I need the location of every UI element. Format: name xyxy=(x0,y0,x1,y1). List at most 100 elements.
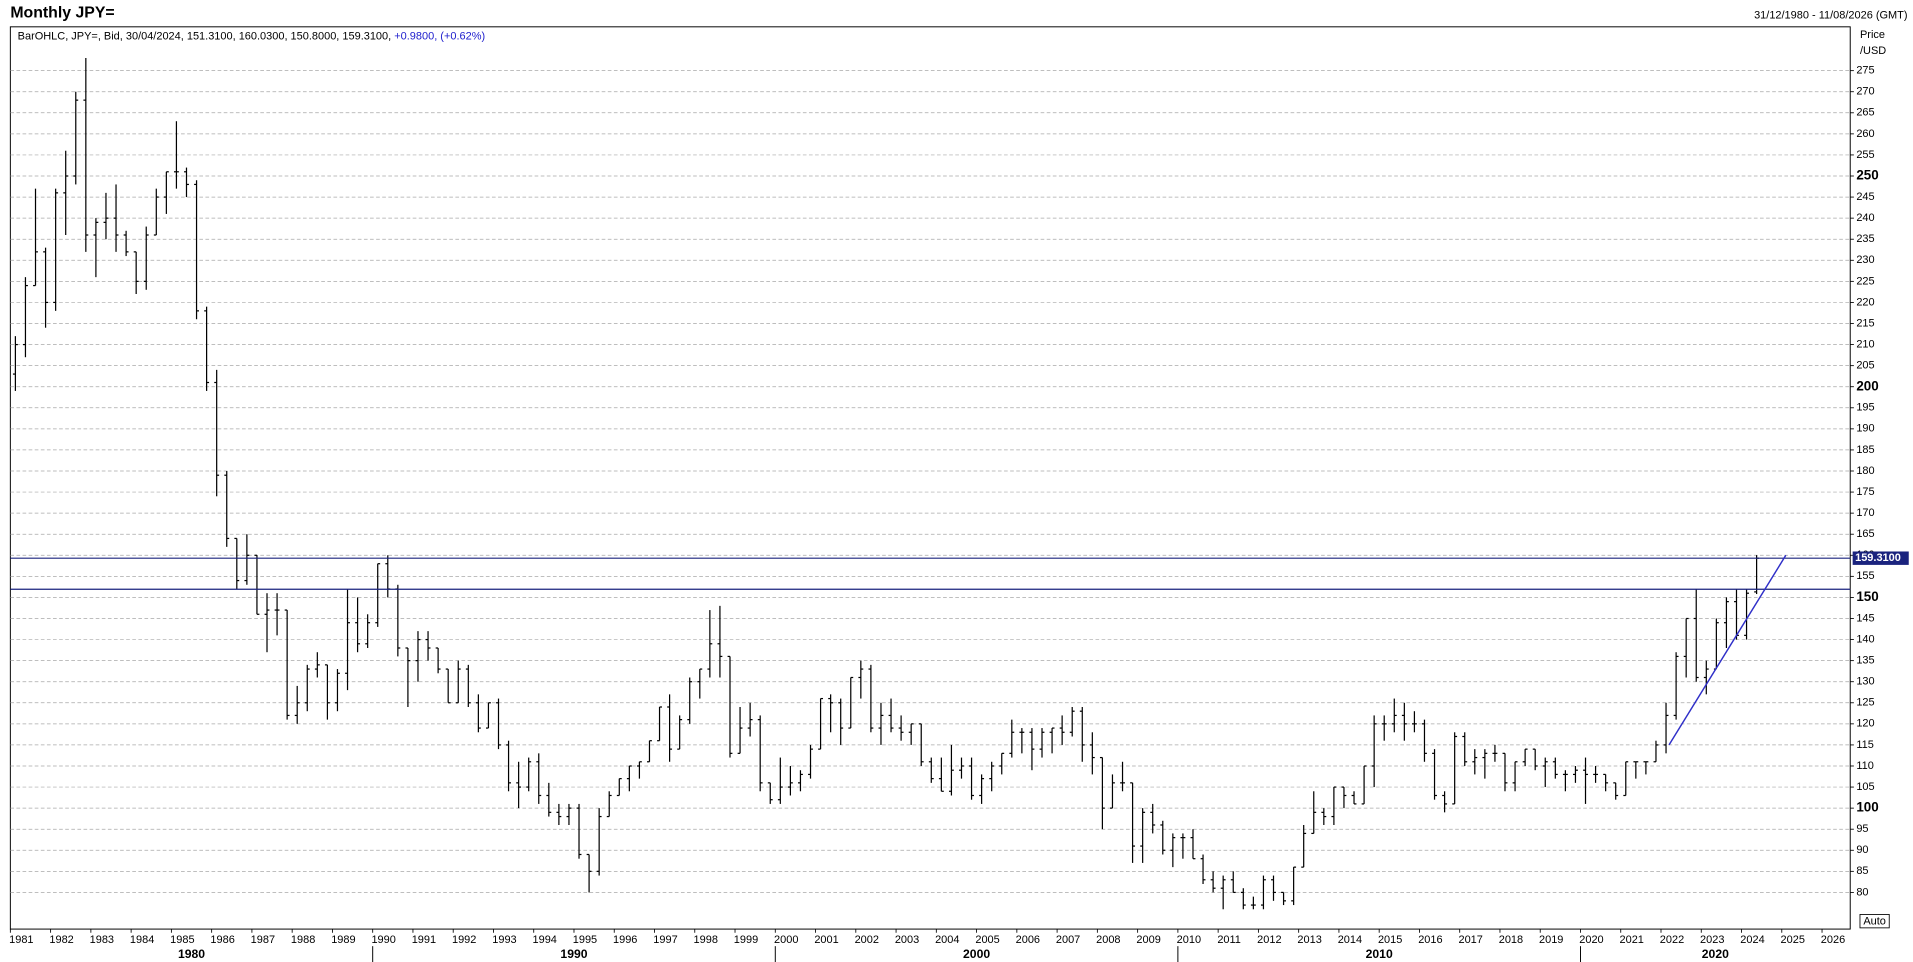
decade-label: 1990 xyxy=(560,947,587,961)
y-tick-label: 250 xyxy=(1856,168,1878,183)
price-label-box xyxy=(1852,551,1909,565)
y-tick-label: 135 xyxy=(1856,655,1874,667)
y-tick-label: 125 xyxy=(1856,697,1874,709)
x-tick-label: 2012 xyxy=(1257,934,1281,946)
x-tick-label: 1989 xyxy=(331,934,355,946)
x-tick-label: 2013 xyxy=(1297,934,1321,946)
y-tick-label: 260 xyxy=(1856,128,1874,140)
y-tick-label: 105 xyxy=(1856,781,1874,793)
x-tick-label: 1981 xyxy=(9,934,33,946)
auto-button-frame[interactable] xyxy=(1859,914,1890,929)
x-tick-label: 1992 xyxy=(452,934,476,946)
y-tick-label: 90 xyxy=(1856,844,1868,856)
x-tick-label: 1985 xyxy=(170,934,194,946)
x-tick-label: 2021 xyxy=(1620,934,1644,946)
y-tick-label: 165 xyxy=(1856,528,1874,540)
y-tick-label: 150 xyxy=(1856,589,1878,604)
x-tick-label: 1998 xyxy=(694,934,718,946)
x-tick-label: 1991 xyxy=(412,934,436,946)
x-tick-label: 1993 xyxy=(492,934,516,946)
x-tick-label: 2026 xyxy=(1821,934,1845,946)
x-tick-label: 2014 xyxy=(1338,934,1362,946)
decade-label: 2010 xyxy=(1366,947,1393,961)
x-tick-label: 2004 xyxy=(935,934,959,946)
x-tick-label: 2024 xyxy=(1740,934,1764,946)
legend-prefix: BarOHLC, JPY=, Bid, 30/04/2024, 151.3100… xyxy=(18,30,392,42)
x-tick-label: 1987 xyxy=(251,934,275,946)
y-tick-label: 145 xyxy=(1856,612,1874,624)
x-tick-label: 1997 xyxy=(653,934,677,946)
y-tick-label: 140 xyxy=(1856,633,1874,645)
y-tick-label: 265 xyxy=(1856,107,1874,119)
y-tick-label: 220 xyxy=(1856,296,1874,308)
y-axis-label: /USD xyxy=(1860,45,1886,57)
x-tick-label: 2025 xyxy=(1781,934,1805,946)
x-tick-label: 2022 xyxy=(1660,934,1684,946)
y-tick-label: 130 xyxy=(1856,676,1874,688)
legend: BarOHLC, JPY=, Bid, 30/04/2024, 151.3100… xyxy=(18,30,485,42)
y-tick-label: 245 xyxy=(1856,191,1874,203)
x-tick-label: 2009 xyxy=(1136,934,1160,946)
x-tick-label: 1990 xyxy=(371,934,395,946)
y-tick-label: 190 xyxy=(1856,423,1874,435)
x-tick-label: 2019 xyxy=(1539,934,1563,946)
y-tick-label: 175 xyxy=(1856,486,1874,498)
chart-title: Monthly JPY= xyxy=(10,5,114,22)
decade-label: 2000 xyxy=(963,947,990,961)
x-tick-label: 2016 xyxy=(1418,934,1442,946)
x-tick-label: 1995 xyxy=(573,934,597,946)
x-tick-label: 2018 xyxy=(1499,934,1523,946)
y-tick-label: 255 xyxy=(1856,149,1874,161)
y-tick-label: 235 xyxy=(1856,233,1874,245)
auto-button-label[interactable]: Auto xyxy=(1863,916,1886,928)
x-tick-label: 1986 xyxy=(210,934,234,946)
y-tick-label: 230 xyxy=(1856,254,1874,266)
decade-label: 1980 xyxy=(178,947,205,961)
y-tick-label: 225 xyxy=(1856,275,1874,287)
x-tick-label: 1983 xyxy=(90,934,114,946)
y-axis-label: Price xyxy=(1860,29,1885,41)
x-tick-label: 2001 xyxy=(814,934,838,946)
y-tick-label: 205 xyxy=(1856,360,1874,372)
decade-label: 2020 xyxy=(1702,947,1729,961)
y-tick-label: 185 xyxy=(1856,444,1874,456)
y-tick-label: 270 xyxy=(1856,86,1874,98)
x-tick-label: 2020 xyxy=(1579,934,1603,946)
y-tick-label: 110 xyxy=(1856,760,1874,772)
x-tick-label: 2008 xyxy=(1096,934,1120,946)
y-tick-label: 240 xyxy=(1856,212,1874,224)
auto-button[interactable]: Auto xyxy=(1859,914,1890,929)
y-tick-label: 215 xyxy=(1856,317,1874,329)
x-tick-label: 1999 xyxy=(734,934,758,946)
x-tick-label: 2023 xyxy=(1700,934,1724,946)
x-tick-label: 2010 xyxy=(1177,934,1201,946)
x-tick-label: 1982 xyxy=(49,934,73,946)
trendline xyxy=(1668,554,1787,746)
y-tick-label: 115 xyxy=(1856,739,1874,751)
date-range: 31/12/1980 - 11/08/2026 (GMT) xyxy=(1754,10,1907,22)
y-tick-label: 120 xyxy=(1856,718,1874,730)
x-tick-label: 2005 xyxy=(975,934,999,946)
legend-change: +0.9800, (+0.62%) xyxy=(394,30,485,42)
y-tick-label: 200 xyxy=(1856,378,1878,393)
y-tick-label: 195 xyxy=(1856,402,1874,414)
x-tick-label: 2015 xyxy=(1378,934,1402,946)
y-tick-label: 170 xyxy=(1856,507,1874,519)
x-tick-label: 1984 xyxy=(130,934,154,946)
x-tick-label: 2003 xyxy=(895,934,919,946)
x-tick-label: 1988 xyxy=(291,934,315,946)
x-tick-label: 1996 xyxy=(613,934,637,946)
x-tick-label: 1994 xyxy=(532,934,556,946)
plot-frame xyxy=(9,26,1851,930)
x-tick-label: 2011 xyxy=(1217,934,1241,946)
y-tick-label: 180 xyxy=(1856,465,1874,477)
y-tick-label: 95 xyxy=(1856,823,1868,835)
y-tick-label: 155 xyxy=(1856,570,1874,582)
y-tick-label: 100 xyxy=(1856,800,1878,815)
x-tick-label: 2002 xyxy=(855,934,879,946)
x-tick-label: 2007 xyxy=(1056,934,1080,946)
y-tick-label: 210 xyxy=(1856,338,1874,350)
x-tick-label: 2017 xyxy=(1458,934,1482,946)
